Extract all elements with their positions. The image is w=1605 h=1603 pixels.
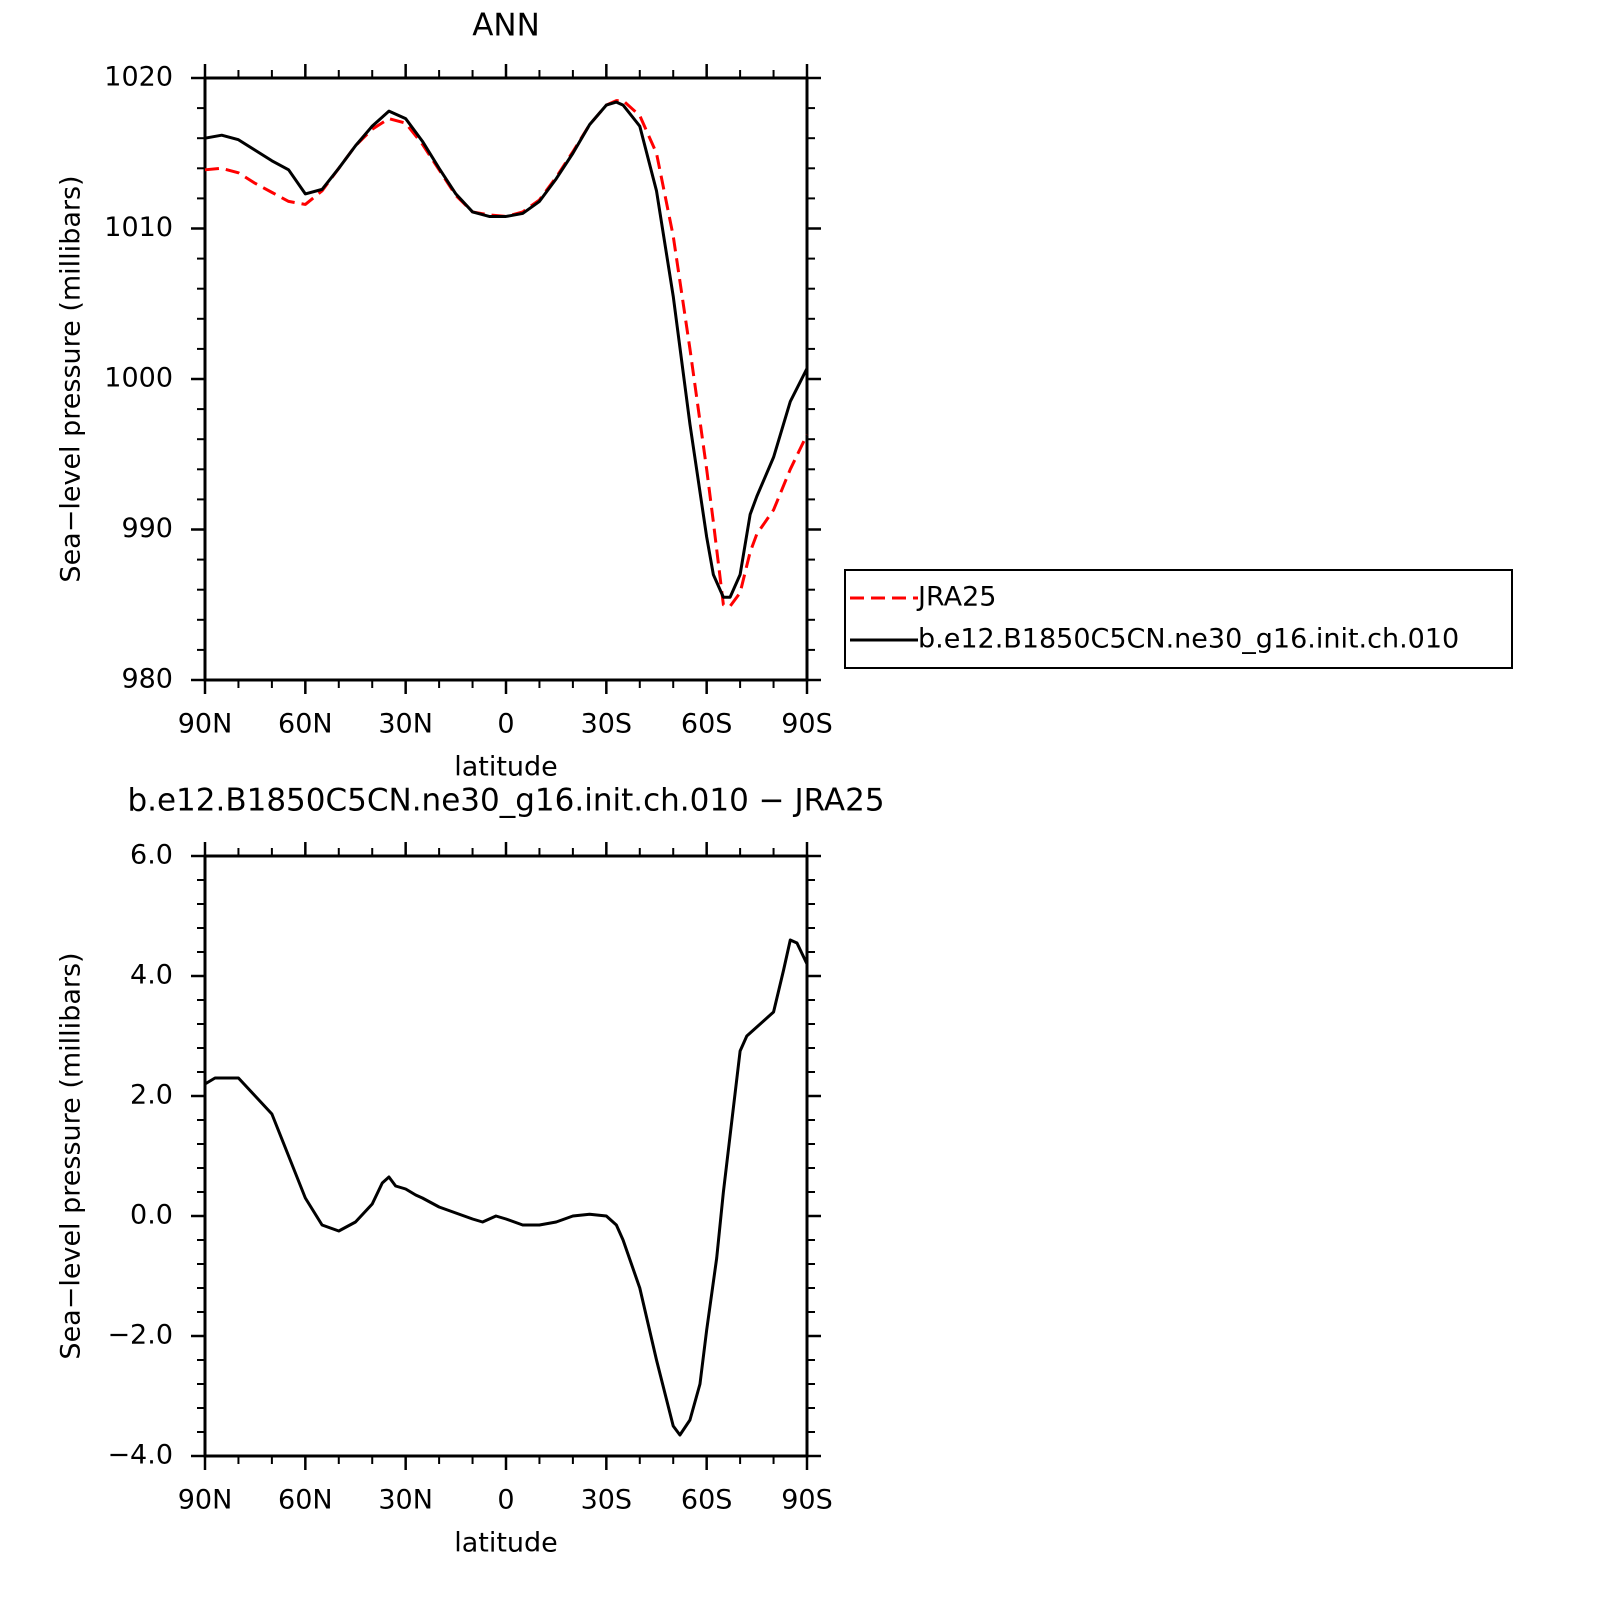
y-tick-label: −4.0 [107,1440,173,1471]
y-tick-label: 1020 [104,62,173,93]
legend-label: b.e12.B1850C5CN.ne30_g16.init.ch.010 [918,624,1459,655]
chart-title: ANN [472,8,540,44]
x-axis-label: latitude [454,1528,558,1559]
x-tick-label: 0 [497,1485,514,1516]
x-tick-label: 60N [278,709,333,740]
x-tick-label: 30S [581,1485,633,1516]
legend-label: JRA25 [916,582,996,613]
y-axis-label: Sea−level pressure (millibars) [56,175,87,582]
x-tick-label: 30N [378,1485,433,1516]
x-tick-label: 30S [581,709,633,740]
chart-title: b.e12.B1850C5CN.ne30_g16.init.ch.010 − J… [127,783,884,819]
x-tick-label: 0 [497,709,514,740]
x-tick-label: 30N [378,709,433,740]
x-axis-label: latitude [454,752,558,783]
y-tick-label: 2.0 [130,1080,173,1111]
x-tick-label: 60N [278,1485,333,1516]
y-tick-label: 990 [121,513,173,544]
x-tick-label: 90S [781,1485,833,1516]
legend-box [844,569,1513,669]
y-tick-label: 1000 [104,363,173,394]
data-line [204,100,809,599]
y-tick-label: −2.0 [107,1320,173,1351]
x-tick-label: 60S [681,709,733,740]
data-line [204,938,809,1437]
y-tick-label: 4.0 [130,960,173,991]
y-tick-label: 0.0 [130,1200,173,1231]
y-tick-label: 1010 [104,212,173,243]
x-tick-label: 90S [781,709,833,740]
y-tick-label: 6.0 [130,840,173,871]
x-tick-label: 60S [681,1485,733,1516]
x-tick-label: 90N [178,709,233,740]
x-tick-label: 90N [178,1485,233,1516]
y-axis-label: Sea−level pressure (millibars) [56,952,87,1359]
y-tick-label: 980 [121,664,173,695]
